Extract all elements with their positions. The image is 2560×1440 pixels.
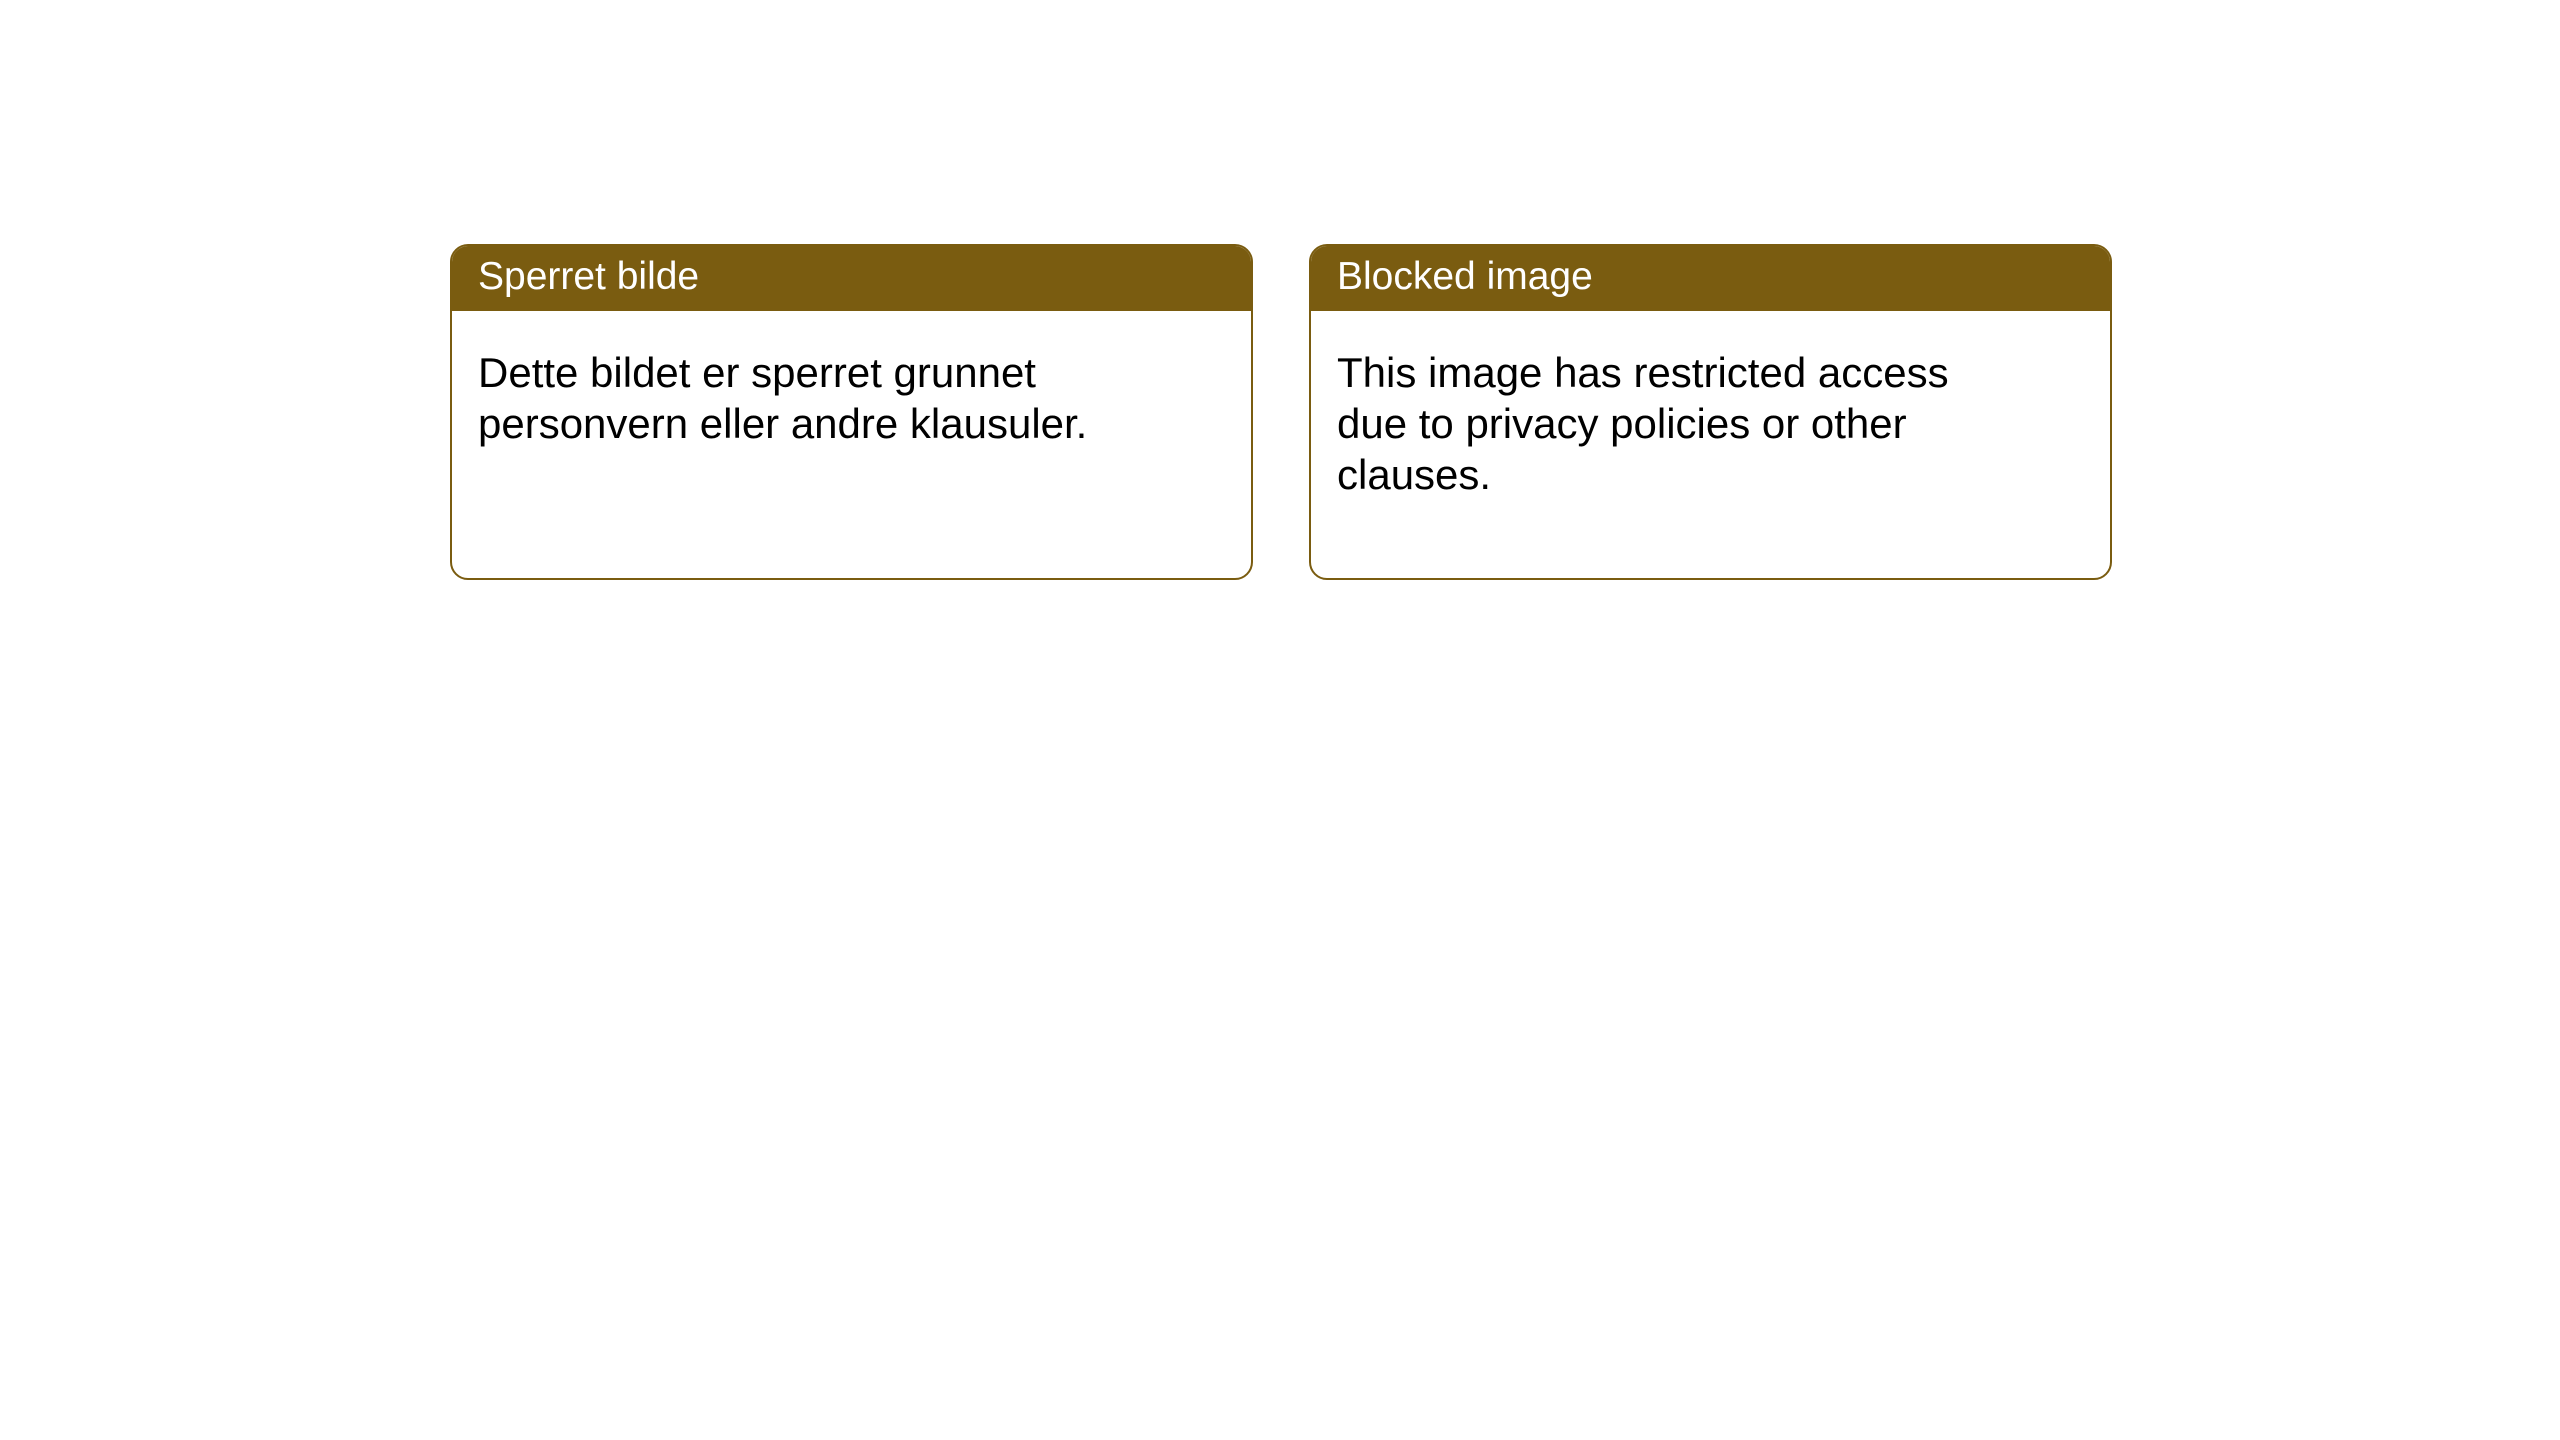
- panel-body-en: This image has restricted access due to …: [1311, 311, 1991, 527]
- panel-header-en: Blocked image: [1311, 246, 2110, 311]
- notice-container: Sperret bilde Dette bildet er sperret gr…: [450, 244, 2112, 580]
- panel-body-no: Dette bildet er sperret grunnet personve…: [452, 311, 1132, 475]
- blocked-image-panel-en: Blocked image This image has restricted …: [1309, 244, 2112, 580]
- panel-header-no: Sperret bilde: [452, 246, 1251, 311]
- blocked-image-panel-no: Sperret bilde Dette bildet er sperret gr…: [450, 244, 1253, 580]
